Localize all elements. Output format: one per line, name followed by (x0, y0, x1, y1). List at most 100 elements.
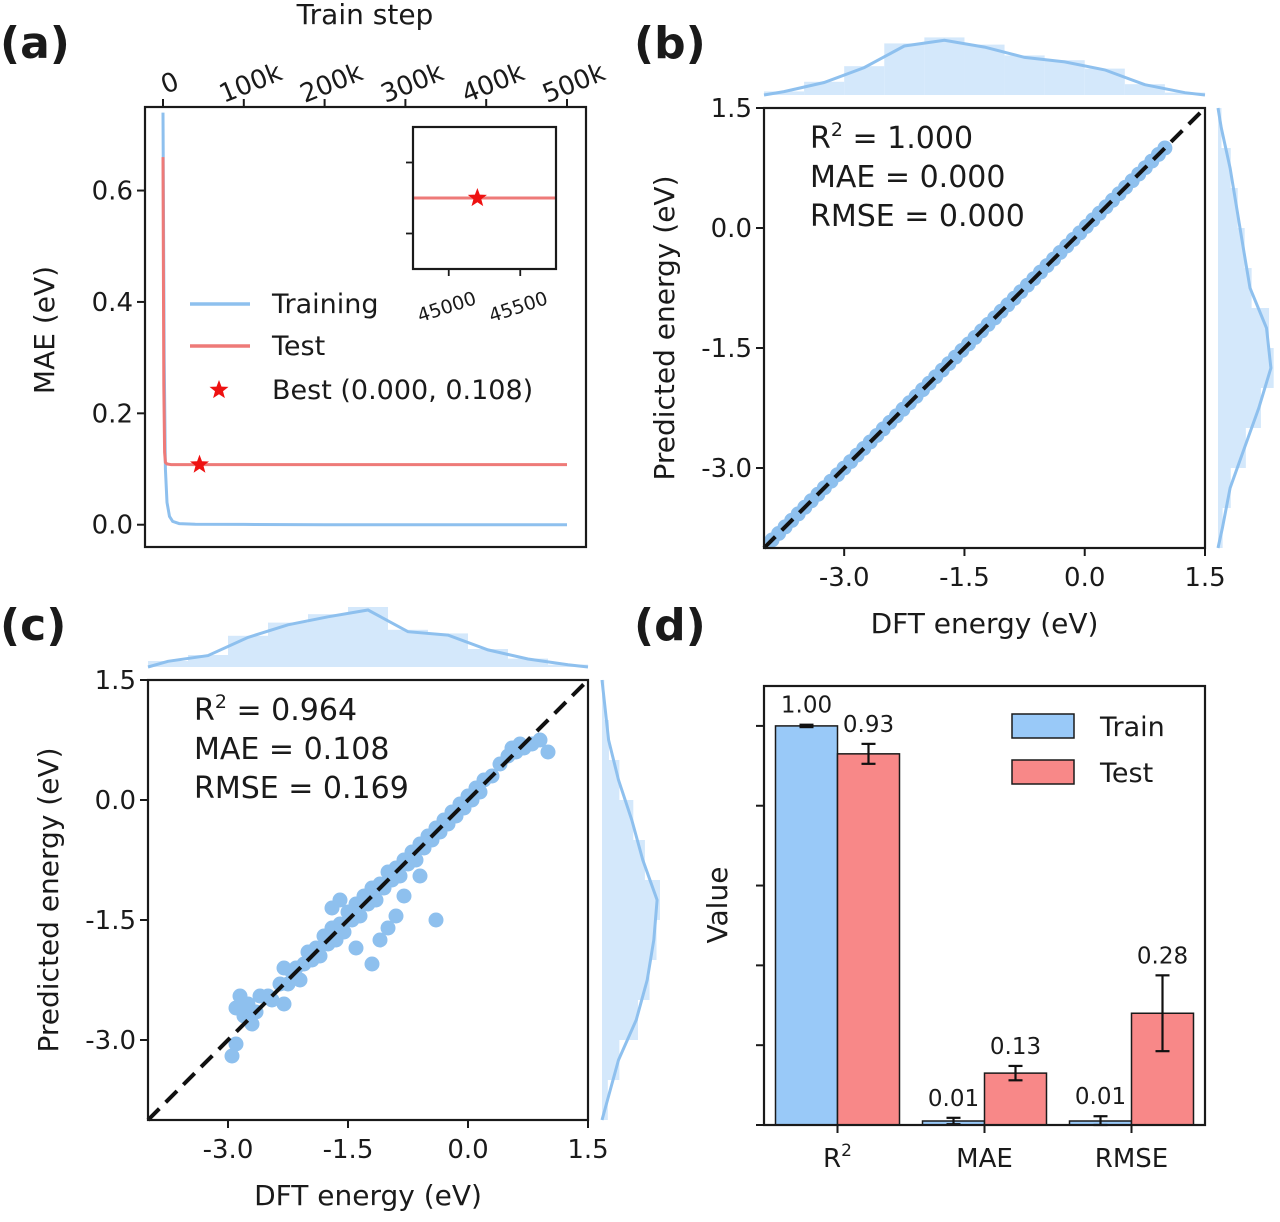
x-tick-label-text: RMSE (1095, 1144, 1168, 1174)
panel-c: -3.0 -3.0 -1.5 -1.5 0.0 0.0 1.5 1.5 DFT energy (… (32, 607, 660, 1212)
marginal-y-bar (1218, 428, 1246, 468)
panel-label-b: (b) (634, 18, 706, 69)
marginal-y-bar (602, 760, 620, 800)
marginal-y-kde (1216, 107, 1273, 549)
marginal-y-bar (1218, 508, 1223, 548)
metric-r2-value: = 0.964 (227, 693, 357, 728)
x-tick-label: 0.0 (1064, 563, 1105, 593)
metric-rmse: RMSE = 0.000 (810, 199, 1025, 234)
y-tick-label: -1.5 (85, 906, 136, 936)
x-tick-label-text: MAE (956, 1144, 1013, 1174)
metric-r2-superscript: 2 (831, 119, 843, 141)
legend-label: Test (1099, 758, 1153, 789)
marginal-x-bar (308, 614, 348, 667)
marginal-y-bar (602, 960, 650, 1000)
legend-swatch (1011, 713, 1075, 739)
x-tick-label: 100k (215, 58, 286, 110)
scatter-point (352, 908, 368, 924)
metric-r2: R2 = 1.000 (810, 119, 973, 156)
scatter-point (388, 908, 404, 924)
x-tick-label: 500k (538, 58, 609, 110)
marginal-x-bar (388, 629, 428, 667)
bar-train-r (774, 725, 839, 1126)
best-marker (190, 454, 209, 473)
bar-test-r (836, 753, 901, 1126)
bar-value-label: 0.93 (843, 712, 894, 738)
x-tick-label: 300k (377, 58, 448, 110)
metric-mae: MAE = 0.000 (810, 160, 1005, 195)
scatter-points (224, 732, 556, 1064)
x-tick-label: -3.0 (203, 1135, 254, 1165)
x-tick-label: 200k (296, 58, 367, 110)
scatter-point (244, 1016, 260, 1032)
marginal-y-bar (602, 1000, 638, 1040)
parity-line (146, 678, 590, 1122)
x-axis-label: Train step (296, 0, 434, 31)
scatter-point (224, 1048, 240, 1064)
y-tick-label: -3.0 (85, 1026, 136, 1056)
marginal-y-bar (1218, 268, 1252, 308)
bar-test-rmse (1130, 1012, 1195, 1126)
y-tick-label: 0.0 (95, 786, 136, 816)
marginal-y-bar (1218, 188, 1238, 228)
panel-a: 0 100k 200k 300k 400k 500k Train step 0.0 0.2 0.4… (28, 0, 610, 549)
y-axis-label: Value (701, 867, 734, 944)
x-tick-label: RMSE (1095, 1144, 1168, 1174)
marginal-x-bar (1004, 55, 1045, 95)
y-axis-label: Predicted energy (eV) (32, 747, 65, 1052)
y-tick-label: 0.0 (711, 214, 752, 244)
marginal-x-bar (1084, 68, 1125, 95)
panel-d: 1.00 0.01 0.01 0.93 0.13 0.28 R2 MAE RMSE Value Tr… (701, 684, 1207, 1174)
x-tick-label: 0 (157, 67, 184, 101)
x-tick-label: 1.5 (1184, 563, 1225, 593)
metric-r2-value: = 1.000 (843, 121, 973, 156)
x-tick-label: -1.5 (323, 1135, 374, 1165)
bar-test-mae (983, 1072, 1048, 1126)
marginal-x-kde (763, 38, 1206, 97)
marginal-y-bar (602, 920, 657, 960)
legend-label: Test (271, 331, 325, 362)
legend-label: Training (271, 289, 379, 320)
y-tick-label: 0.2 (92, 399, 133, 429)
marginal-x-bar (964, 44, 1005, 95)
plot-frame (146, 678, 590, 1122)
legend-label: Train (1099, 712, 1165, 743)
marginal-x-bar (844, 66, 885, 95)
scatter-point (228, 1036, 244, 1052)
scatter-point (292, 972, 308, 988)
metric-rmse: RMSE = 0.169 (194, 771, 409, 806)
scatter-point (472, 784, 488, 800)
marginal-x-bar (924, 37, 965, 95)
marginal-x-bar (428, 633, 468, 667)
scatter-point (372, 932, 388, 948)
marginal-y-bar (602, 1040, 620, 1080)
scatter-point (532, 732, 548, 748)
y-tick-label: 0.0 (92, 511, 133, 541)
legend-label: Best (0.000, 0.108) (272, 375, 533, 406)
y-tick-label: 1.5 (95, 666, 136, 696)
metric-mae: MAE = 0.108 (194, 732, 389, 767)
metric-r2-superscript: 2 (215, 691, 227, 713)
plot-frame-a (143, 105, 588, 549)
scatter-point (336, 924, 352, 940)
scatter-point (368, 892, 384, 908)
scatter-point (264, 992, 280, 1008)
marginal-y-kde (600, 679, 659, 1121)
marginal-y-bar (602, 720, 609, 760)
legend-best-swatch (209, 380, 229, 399)
bar-value-label: 0.01 (1075, 1084, 1126, 1110)
marginal-y-bar (602, 880, 660, 920)
panel-label-c: (c) (0, 600, 66, 651)
scatter-point (408, 852, 424, 868)
inset-x-tick-label: 45000 (415, 287, 479, 327)
inset-best-marker (467, 188, 487, 207)
x-tick-label: MAE (956, 1144, 1013, 1174)
x-axis-label: DFT energy (eV) (871, 607, 1099, 640)
scatter-point (540, 744, 556, 760)
scatter-point (412, 868, 428, 884)
scatter-point (380, 920, 396, 936)
x-tick-label: 1.5 (567, 1135, 608, 1165)
legend-swatch (1011, 759, 1075, 785)
y-axis-label: Predicted energy (eV) (648, 175, 681, 480)
inset-frame (411, 125, 558, 271)
